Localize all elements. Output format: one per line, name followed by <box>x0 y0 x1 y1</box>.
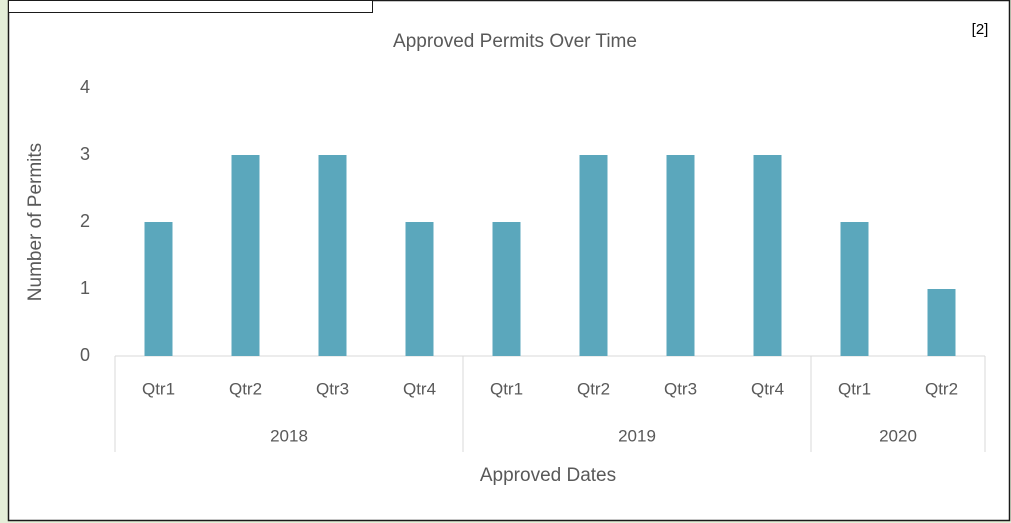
bar <box>492 222 521 356</box>
y-tick-label: 4 <box>80 77 90 97</box>
bar <box>579 155 608 356</box>
x-tick-label: Qtr4 <box>403 379 436 398</box>
x-tick-label: Qtr1 <box>490 379 523 398</box>
x-tick-label: Qtr3 <box>664 379 697 398</box>
x-tick-label: Qtr4 <box>751 379 784 398</box>
bar <box>405 222 434 356</box>
x-tick-label: Qtr1 <box>838 379 871 398</box>
x-tick-label: Qtr2 <box>229 379 262 398</box>
y-tick-label: 2 <box>80 211 90 231</box>
x-axis-label: Approved Dates <box>480 465 616 486</box>
group-label: 2020 <box>879 426 917 445</box>
y-tick-label: 1 <box>80 278 90 298</box>
chart-title: Approved Permits Over Time <box>393 31 637 52</box>
bar <box>666 155 695 356</box>
group-label: 2018 <box>270 426 308 445</box>
annotation: [2] <box>972 21 989 38</box>
y-tick-label: 3 <box>80 144 90 164</box>
bar <box>927 289 956 356</box>
bar <box>840 222 869 356</box>
bar <box>753 155 782 356</box>
cell-edge <box>8 0 373 13</box>
x-tick-label: Qtr2 <box>925 379 958 398</box>
y-tick-label: 0 <box>80 345 90 365</box>
x-tick-label: Qtr3 <box>316 379 349 398</box>
x-tick-label: Qtr2 <box>577 379 610 398</box>
bar <box>318 155 347 356</box>
x-tick-label: Qtr1 <box>142 379 175 398</box>
group-label: 2019 <box>618 426 656 445</box>
bar <box>231 155 260 356</box>
y-axis-label: Number of Permits <box>25 143 46 301</box>
bar <box>144 222 173 356</box>
